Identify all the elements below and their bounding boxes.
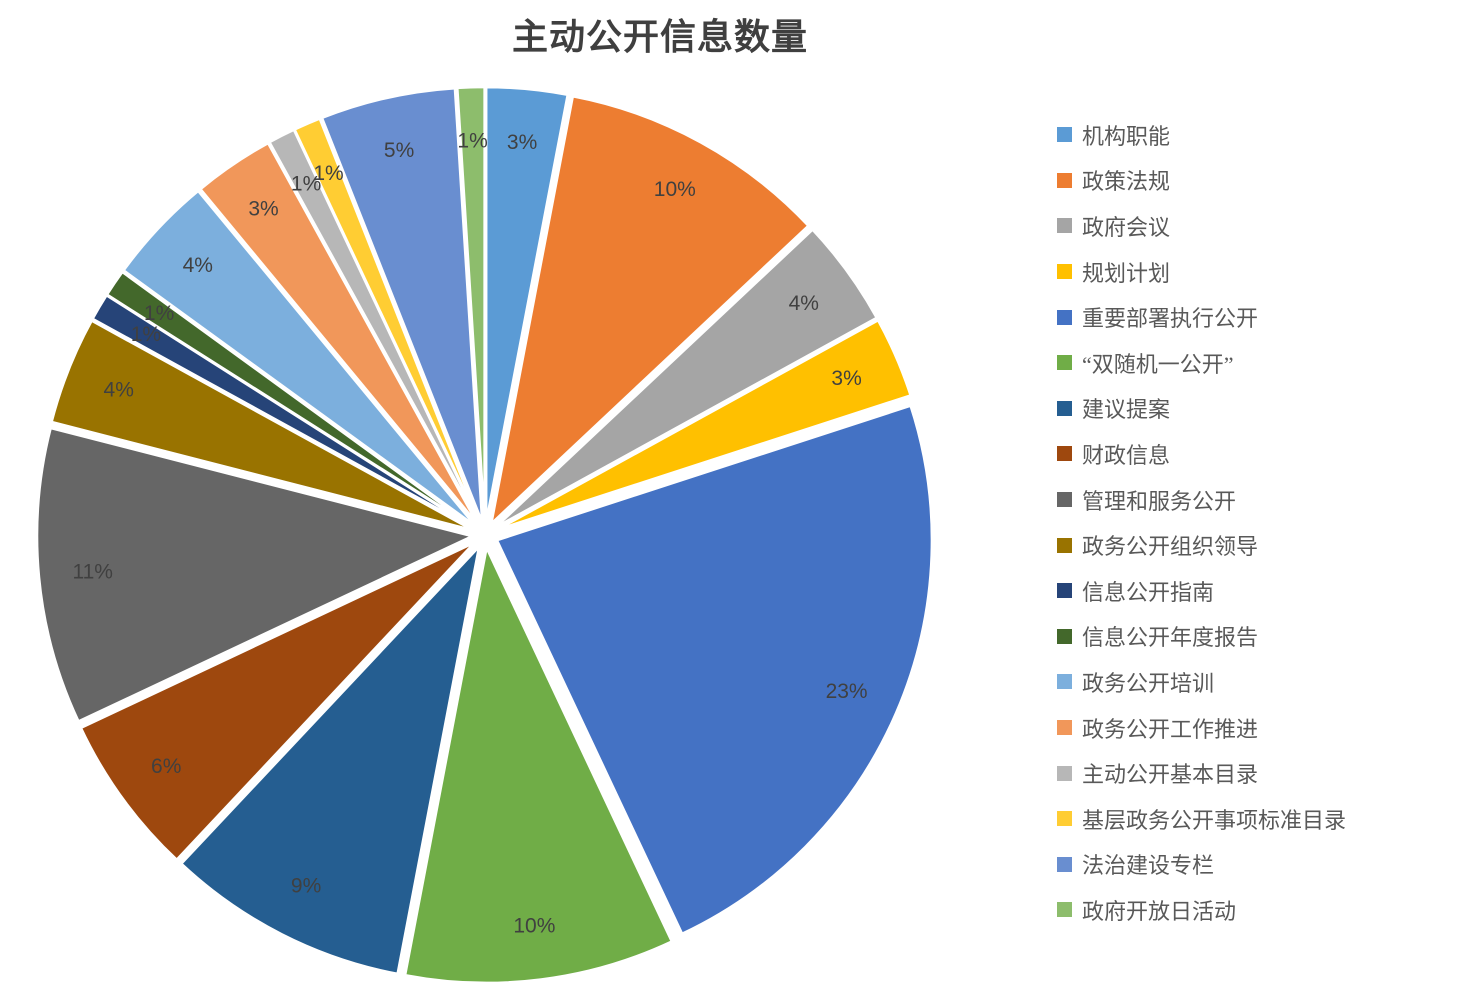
pie-slice-16 <box>293 117 482 525</box>
legend-swatch-icon <box>1057 172 1072 188</box>
pie-slice-5 <box>495 404 934 936</box>
legend-swatch-icon <box>1057 127 1072 143</box>
pie-slice-14 <box>199 141 479 526</box>
data-label-16: 1% <box>313 162 343 185</box>
data-label-6: 10% <box>513 914 555 937</box>
pie-slice-17 <box>320 86 484 524</box>
legend-label: 政府开放日活动 <box>1082 898 1237 924</box>
legend-label: 主动公开基本目录 <box>1082 762 1259 788</box>
legend-label: 重要部署执行公开 <box>1082 306 1259 332</box>
legend-label: “双随机一公开” <box>1082 351 1234 377</box>
pie-slice-18 <box>456 85 486 524</box>
data-label-15: 1% <box>291 172 321 195</box>
pie-slice-1 <box>484 85 569 524</box>
legend-swatch-icon <box>1057 537 1072 553</box>
legend-item-12: 信息公开年度报告 <box>1057 614 1346 660</box>
legend-label: 政务公开组织领导 <box>1082 534 1259 560</box>
legend-item-1: 机构职能 <box>1057 112 1346 158</box>
legend-label: 建议提案 <box>1082 397 1171 423</box>
legend-label: 信息公开年度报告 <box>1082 625 1259 651</box>
data-label-17: 5% <box>384 139 414 162</box>
pie-slice-2 <box>490 95 810 525</box>
legend-swatch-icon <box>1057 674 1072 690</box>
legend-item-13: 政务公开培训 <box>1057 659 1346 705</box>
data-label-10: 4% <box>104 379 134 402</box>
pie-slice-6 <box>403 546 674 985</box>
legend-swatch-icon <box>1057 309 1072 325</box>
legend-swatch-icon <box>1057 492 1072 508</box>
data-label-13: 4% <box>183 254 213 277</box>
legend-label: 政策法规 <box>1082 169 1171 195</box>
legend-item-6: “双随机一公开” <box>1057 340 1346 386</box>
pie-slice-12 <box>105 270 476 529</box>
pie-slice-4 <box>495 319 912 532</box>
legend-swatch-icon <box>1057 902 1072 918</box>
legend-swatch-icon <box>1057 856 1072 872</box>
data-label-7: 9% <box>291 875 321 898</box>
legend-item-9: 管理和服务公开 <box>1057 477 1346 523</box>
legend-label: 政务公开培训 <box>1082 670 1215 696</box>
legend-label: 管理和服务公开 <box>1082 488 1237 514</box>
legend-item-15: 主动公开基本目录 <box>1057 750 1346 796</box>
legend-label: 信息公开指南 <box>1082 579 1215 605</box>
legend-label: 基层政务公开事项标准目录 <box>1082 807 1347 833</box>
data-label-2: 10% <box>654 178 696 201</box>
legend-swatch-icon <box>1057 811 1072 827</box>
data-label-11: 1% <box>131 323 161 346</box>
data-label-3: 4% <box>789 292 819 315</box>
data-label-9: 11% <box>72 561 112 584</box>
legend-swatch-icon <box>1057 355 1072 371</box>
legend-item-17: 法治建设专栏 <box>1057 842 1346 888</box>
data-label-18: 1% <box>457 130 487 153</box>
data-label-8: 6% <box>151 755 181 778</box>
legend-item-16: 基层政务公开事项标准目录 <box>1057 796 1346 842</box>
pie-slice-10 <box>50 319 475 532</box>
legend-swatch-icon <box>1057 583 1072 599</box>
pie-slice-8 <box>79 541 476 861</box>
legend-label: 财政信息 <box>1082 442 1171 468</box>
legend-label: 规划计划 <box>1082 260 1171 286</box>
legend: 机构职能政策法规政府会议规划计划重要部署执行公开 “双随机一公开” 建议提案财政信息… <box>1057 112 1346 933</box>
legend-label: 法治建设专栏 <box>1082 853 1215 879</box>
legend-swatch-icon <box>1057 720 1072 736</box>
data-label-4: 3% <box>831 367 861 390</box>
legend-item-7: 建议提案 <box>1057 386 1346 432</box>
pie-slice-9 <box>35 426 474 723</box>
legend-swatch-icon <box>1057 446 1072 462</box>
data-label-5: 23% <box>826 680 868 703</box>
data-label-12: 1% <box>144 302 174 325</box>
legend-swatch-icon <box>1057 628 1072 644</box>
legend-swatch-icon <box>1057 264 1072 280</box>
legend-swatch-icon <box>1057 218 1072 234</box>
data-label-14: 3% <box>248 198 278 221</box>
pie-slice-7 <box>180 545 481 976</box>
legend-item-5: 重要部署执行公开 <box>1057 294 1346 340</box>
legend-item-8: 财政信息 <box>1057 431 1346 477</box>
pie-slice-3 <box>494 228 878 529</box>
legend-item-3: 政府会议 <box>1057 203 1346 249</box>
chart-title: 主动公开信息数量 <box>511 17 808 57</box>
legend-swatch-icon <box>1057 765 1072 781</box>
legend-label: 政府会议 <box>1082 214 1171 240</box>
legend-item-11: 信息公开指南 <box>1057 568 1346 614</box>
legend-item-10: 政务公开组织领导 <box>1057 522 1346 568</box>
legend-item-4: 规划计划 <box>1057 249 1346 295</box>
legend-label: 机构职能 <box>1082 123 1171 149</box>
legend-item-18: 政府开放日活动 <box>1057 887 1346 933</box>
data-label-1: 3% <box>507 131 537 154</box>
legend-label: 政务公开工作推进 <box>1082 716 1259 742</box>
pie-slice-13 <box>122 189 477 528</box>
legend-item-2: 政策法规 <box>1057 158 1346 204</box>
legend-item-14: 政务公开工作推进 <box>1057 705 1346 751</box>
legend-swatch-icon <box>1057 400 1072 416</box>
